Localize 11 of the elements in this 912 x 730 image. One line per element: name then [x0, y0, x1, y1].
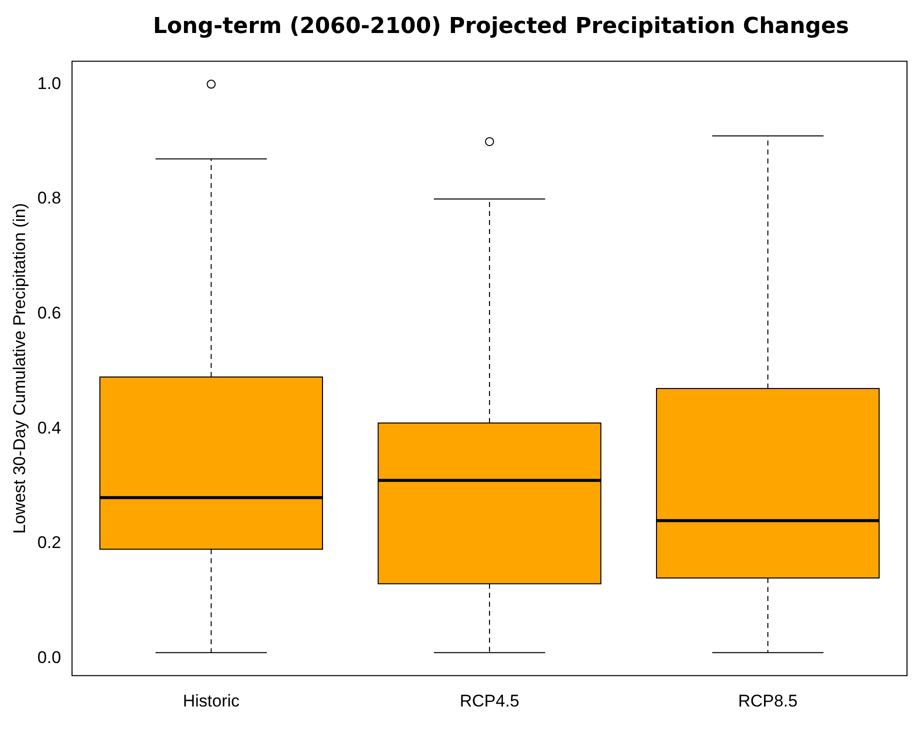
- x-tick-label: RCP4.5: [460, 691, 520, 710]
- y-tick-label: 1.0: [37, 74, 62, 93]
- y-axis-title: Lowest 30-Day Cumulative Precipitation (in): [10, 203, 29, 534]
- y-tick-label: 0.4: [37, 418, 62, 438]
- x-tick-label: RCP8.5: [738, 691, 798, 710]
- chart-title: Long-term (2060-2100) Projected Precipitation Changes: [152, 14, 850, 41]
- y-tick-label: 0.0: [37, 648, 62, 668]
- y-tick-label: 0.8: [37, 188, 62, 208]
- y-tick-label: 0.6: [37, 304, 62, 323]
- y-tick-label: 0.2: [37, 533, 62, 552]
- x-tick-label: Historic: [182, 691, 240, 710]
